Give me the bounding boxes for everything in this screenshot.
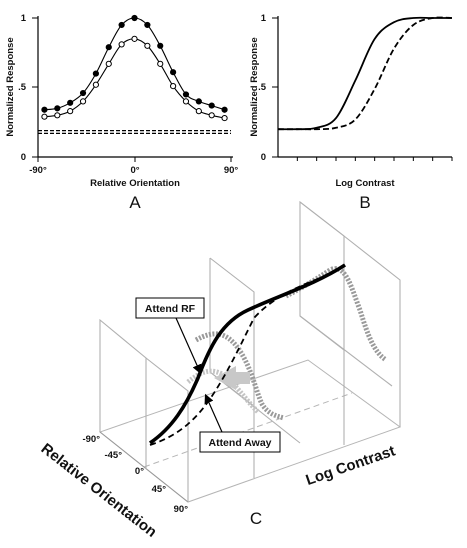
attend-rf-arrow (175, 317, 202, 375)
c-tick-45: 45° (152, 484, 167, 495)
slice-4 (343, 235, 401, 427)
tuning-curve-2 (284, 266, 388, 363)
panel-c-contrast-label: Log Contrast (304, 443, 398, 489)
a-series-0-point (195, 98, 202, 105)
panel-b-ylabel: Normalized Response (249, 37, 260, 136)
panel-b-plot (277, 16, 453, 131)
panel-a-xtick-mid: 0° (130, 165, 139, 176)
a-series-0-point (144, 21, 151, 29)
a-series-0-point (41, 106, 48, 113)
c-tick-90: 90° (174, 504, 189, 515)
panel-a-ylabel: Normalized Response (5, 37, 16, 136)
b-series-0-line (277, 16, 452, 131)
panel-a-plot (38, 14, 231, 134)
attend-away-curve (149, 264, 346, 446)
a-series-1-point (170, 83, 177, 90)
a-series-0-point (105, 44, 112, 51)
a-series-0-point (79, 89, 87, 97)
a-series-1-point (131, 35, 138, 42)
panel-a-ytick-zero: 0 (21, 152, 26, 163)
a-series-1-point (105, 60, 112, 67)
panel-a: 1 .5 0 -90° 0° 90° Relative Orientation … (5, 13, 238, 212)
a-series-0-point (54, 105, 61, 112)
panel-a-xtick-right: 90° (224, 165, 239, 176)
tuning-curve-1 (194, 331, 285, 421)
panel-b-xticks (296, 157, 453, 161)
attend-rf-callout: Attend RF (135, 297, 205, 375)
panel-c-orientation-label: Relative Orientation (38, 440, 160, 541)
panel-c-orientation-ticks: -90° -45° 0° 45° 90° (82, 434, 188, 515)
panel-b-xlabel: Log Contrast (335, 178, 395, 189)
slice-1-back (145, 357, 189, 502)
a-series-0-point (221, 106, 228, 113)
panel-a-ytick-top: 1 (21, 13, 27, 24)
panel-a-xtick-left: -90° (29, 165, 47, 176)
panel-b-ytick-mid: .5 (258, 82, 267, 93)
panel-b-label: B (359, 193, 370, 212)
panel-a-ytick-mid: .5 (18, 82, 27, 93)
attend-rf-label: Attend RF (145, 303, 196, 315)
panel-b-ytick-top: 1 (261, 13, 267, 24)
a-series-0-point (182, 91, 190, 98)
slice-1 (99, 318, 147, 469)
a-series-0-point (131, 14, 138, 22)
c-tick-0: 0° (135, 466, 144, 477)
a-series-0-point (170, 69, 177, 76)
a-series-1-point (144, 42, 151, 49)
a-series-0-point (67, 99, 74, 106)
panel-c-label: C (250, 509, 262, 528)
a-series-0-point (92, 70, 100, 77)
attend-rf-curve (148, 263, 346, 445)
panel-b-ytick-zero: 0 (261, 152, 266, 163)
panel-a-xlabel: Relative Orientation (90, 178, 180, 189)
panel-c: Attend RF Attend Away -90° -45° 0° 45° 9… (38, 200, 402, 541)
attend-away-callout: Attend Away (199, 393, 281, 453)
a-series-0-point (118, 21, 125, 29)
a-series-1-point (157, 60, 164, 67)
a-series-0-line (44, 17, 225, 111)
a-series-1-point (41, 113, 48, 120)
a-series-1-point (182, 98, 190, 105)
a-series-1-point (54, 112, 61, 119)
c-tick-minus90: -90° (82, 434, 100, 445)
a-series-1-point (208, 112, 215, 119)
attend-away-label: Attend Away (208, 437, 271, 449)
panel-a-label: A (129, 193, 141, 212)
a-series-0-point (157, 42, 164, 49)
a-series-1-point (195, 108, 202, 115)
a-series-1-point (92, 81, 100, 88)
tuning-shift-arrow (214, 366, 250, 390)
attend-away-arrow (204, 393, 223, 433)
a-series-1-point (79, 98, 87, 105)
a-series-1-point (221, 114, 228, 122)
a-series-1-point (67, 108, 74, 115)
b-series-1-line (278, 16, 453, 131)
panel-b-axes (272, 16, 452, 158)
a-series-1-point (118, 41, 125, 48)
a-series-1-line (44, 38, 225, 119)
c-tick-minus45: -45° (104, 450, 122, 461)
slice-3-base (299, 315, 393, 387)
a-series-0-point (208, 102, 215, 109)
panel-b: 1 .5 0 Log Contrast Normalized Response … (249, 13, 453, 212)
